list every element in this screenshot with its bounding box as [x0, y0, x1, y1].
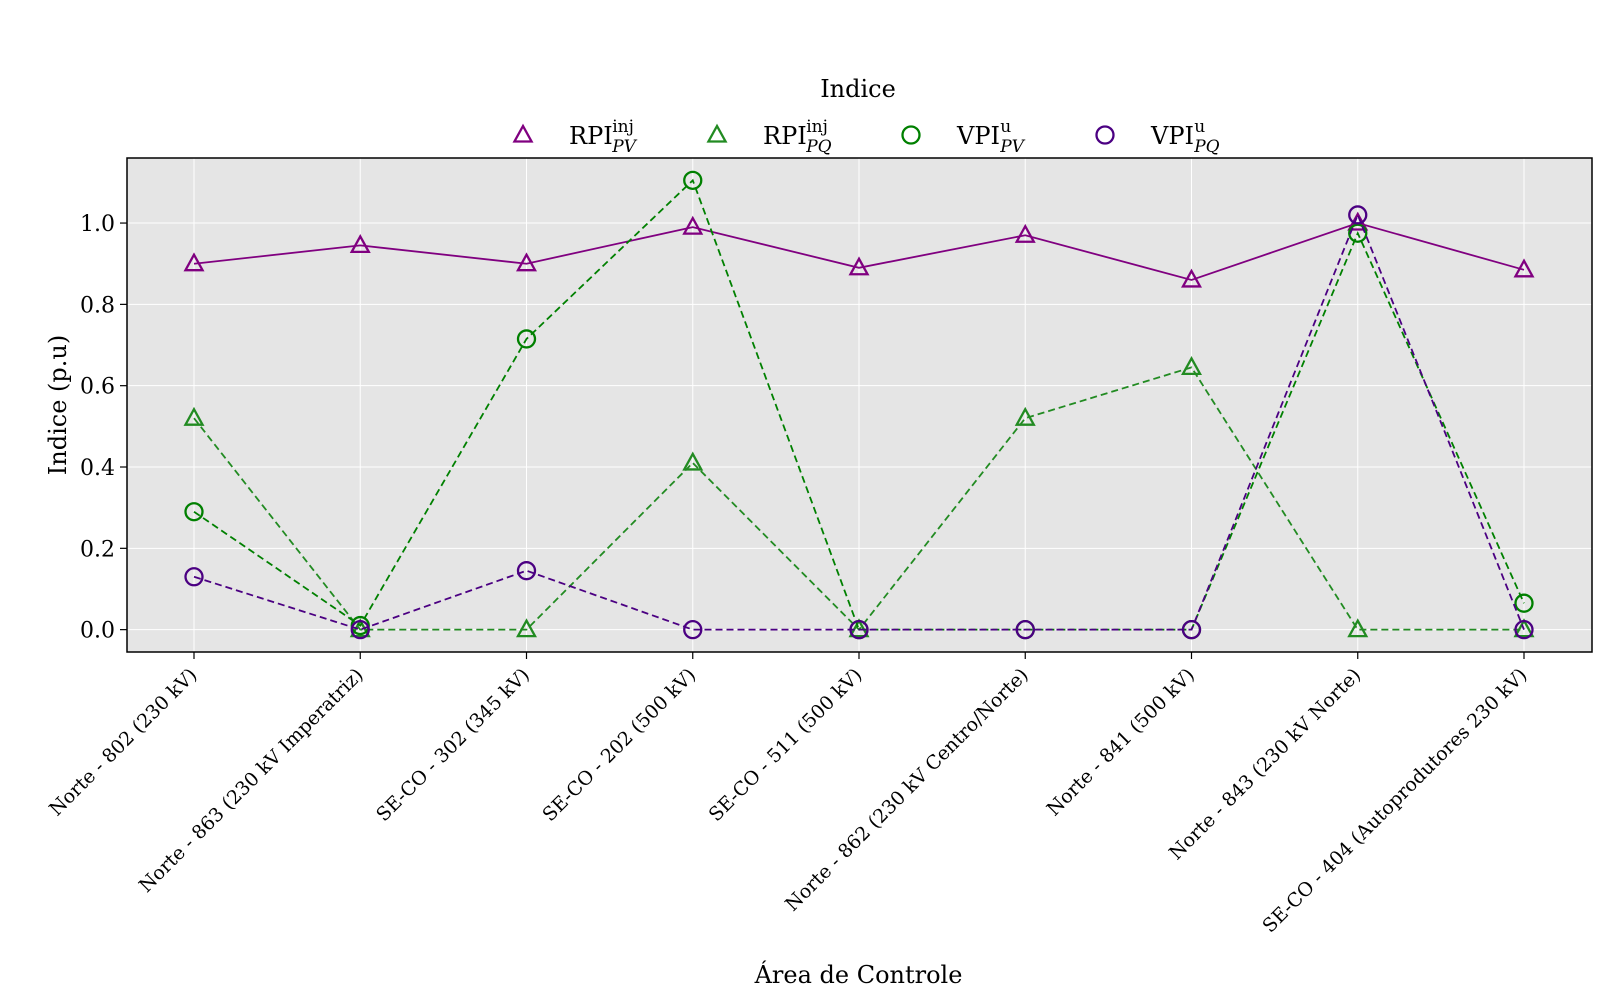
data-point	[848, 256, 870, 276]
data-point	[1014, 406, 1036, 426]
data-point	[1348, 205, 1368, 225]
data-point	[184, 567, 204, 587]
legend-marker	[1095, 125, 1115, 145]
y-tick-label: 0.6	[80, 375, 115, 400]
legend-label-superscript: u	[1000, 117, 1011, 137]
data-point	[183, 252, 205, 272]
legend-label-subscript: PQ	[805, 137, 831, 157]
legend-label-subscript: PV	[999, 137, 1025, 157]
y-axis-label: Indice (p.u)	[44, 335, 72, 475]
legend-title: Indice	[820, 75, 896, 103]
legend-label-superscript: inj	[806, 117, 828, 137]
x-tick-label: SE-CO - 511 (500 kV)	[705, 664, 867, 826]
legend-marker	[706, 123, 728, 143]
data-point	[849, 619, 869, 640]
data-point	[1348, 223, 1368, 243]
legend-label: VPI	[1150, 122, 1194, 150]
data-point	[350, 619, 370, 640]
data-point	[1514, 593, 1534, 613]
data-point	[1181, 268, 1202, 288]
y-tick-label: 0.8	[80, 293, 115, 318]
legend-entry-3: VPI uPV	[901, 117, 1026, 157]
legend-entry-4: VPI uPQ	[1095, 117, 1220, 157]
data-point	[1181, 619, 1202, 640]
data-point	[1014, 223, 1036, 243]
legend-label: VPI	[956, 122, 1000, 150]
series-line	[193, 222, 1525, 281]
data-point	[516, 329, 537, 349]
data-point	[683, 170, 703, 191]
series-layer	[183, 170, 1535, 640]
grid	[127, 158, 1592, 652]
data-point	[516, 618, 537, 638]
series-line	[193, 178, 1525, 631]
data-point	[848, 618, 870, 638]
data-point	[1513, 618, 1535, 638]
x-tick-label: Norte - 802 (230 kV)	[45, 664, 201, 820]
x-tick-label: SE-CO - 302 (345 kV)	[372, 664, 534, 826]
legend-label-superscript: u	[1194, 117, 1205, 137]
y-tick-label: 1.0	[80, 212, 115, 237]
data-point	[683, 619, 703, 640]
data-point	[349, 234, 371, 254]
legend-label-subscript: PQ	[1193, 137, 1219, 157]
legend-label: RPI	[569, 122, 613, 150]
x-axis: Norte - 802 (230 kV)Norte - 863 (230 kV …	[45, 652, 1532, 937]
legend-marker	[901, 125, 921, 145]
data-point	[1513, 258, 1535, 278]
data-point	[682, 215, 704, 235]
series-4	[184, 205, 1534, 640]
y-axis: 0.0 0.2 0.4 0.6 0.8 1.0	[80, 212, 127, 644]
legend-marker	[512, 123, 534, 143]
x-tick-label: Norte - 843 (230 kV Norte)	[1165, 664, 1365, 864]
series-line	[193, 212, 1525, 631]
data-point	[184, 502, 204, 522]
legend-label-subscript: PV	[611, 137, 637, 157]
data-point	[1015, 619, 1035, 640]
data-point	[516, 561, 537, 581]
y-tick-label: 0.2	[80, 537, 115, 562]
legend-label: RPI	[763, 122, 807, 150]
x-tick-label: SE-CO - 202 (500 kV)	[538, 664, 700, 826]
y-tick-label: 0.4	[80, 456, 115, 481]
data-point	[1514, 619, 1534, 640]
x-tick-label: SE-CO - 404 (Autoprodutores 230 kV)	[1258, 664, 1531, 937]
data-point	[183, 406, 205, 426]
data-point	[516, 252, 537, 272]
x-axis-label: Área de Controle	[754, 960, 963, 989]
x-tick-label: Norte - 841 (500 kV)	[1043, 664, 1199, 820]
y-tick-label: 0.0	[80, 619, 115, 644]
legend-label-superscript: inj	[612, 117, 634, 137]
data-point	[1181, 356, 1202, 376]
data-point	[1347, 618, 1369, 638]
data-point	[682, 451, 704, 471]
